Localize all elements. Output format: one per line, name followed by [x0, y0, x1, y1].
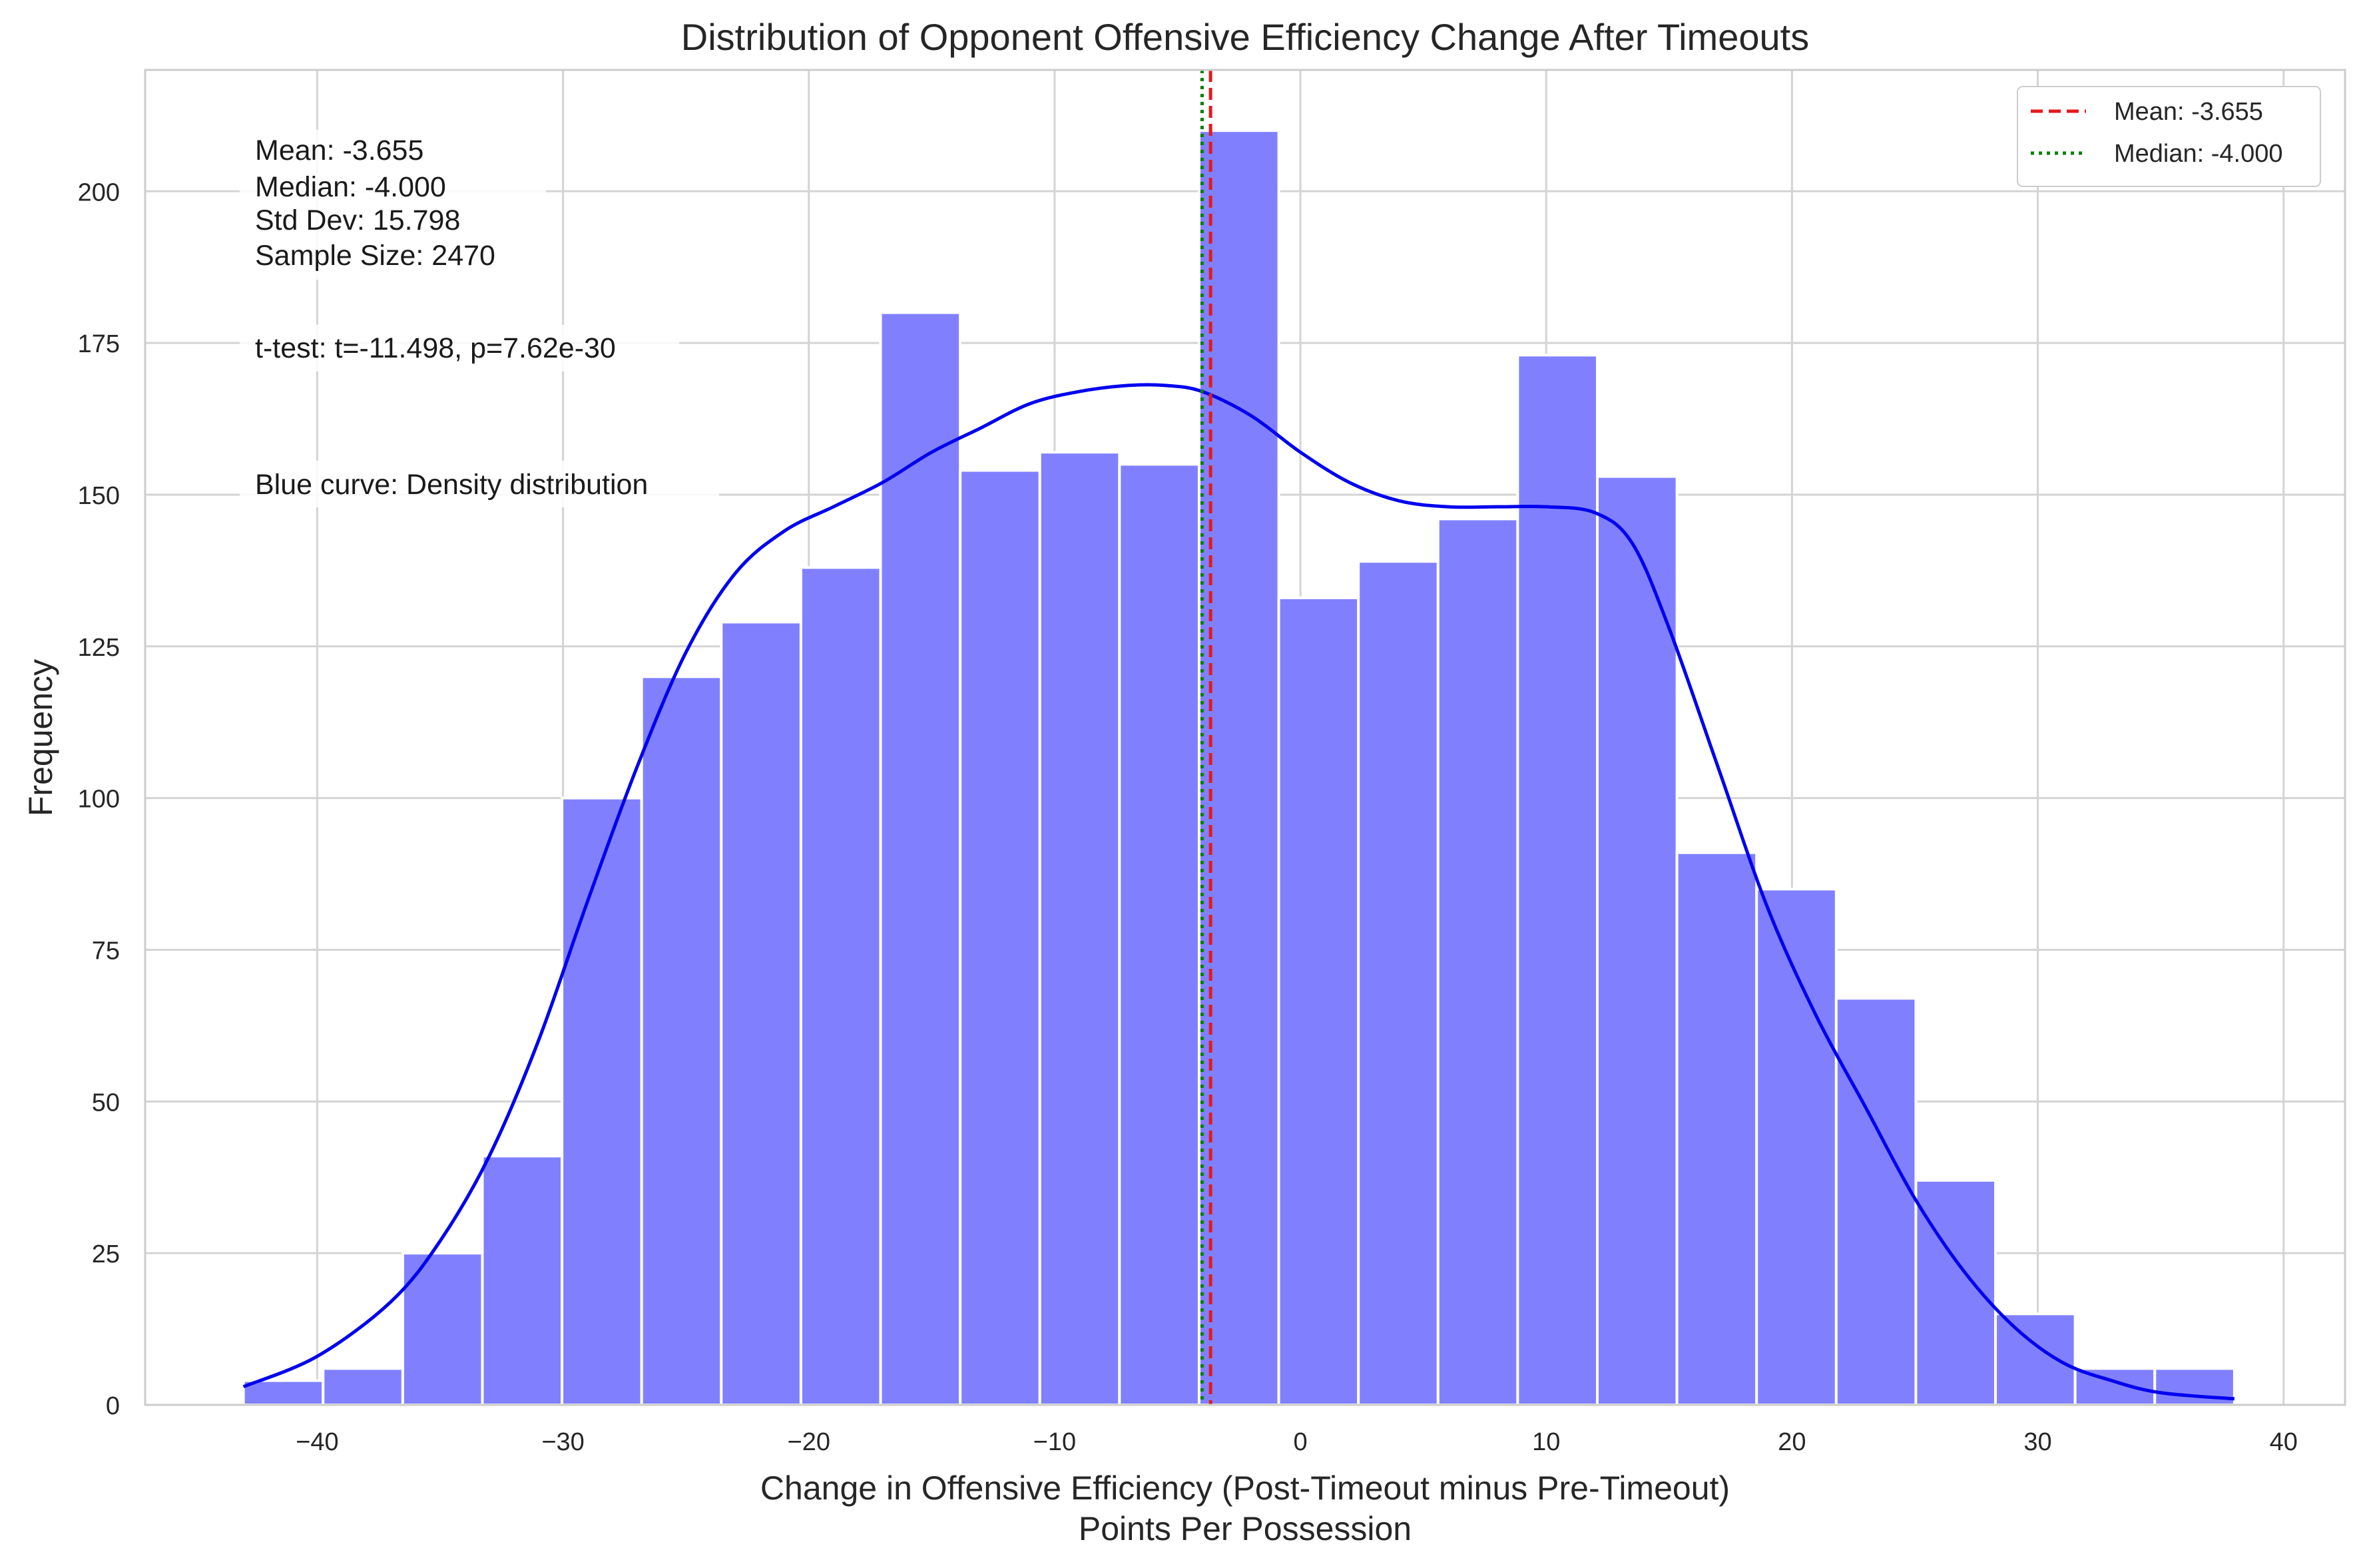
stats-box: Mean: -3.655 Median: -4.000 Std Dev: 15.… [240, 130, 719, 507]
density-curve-group [242, 383, 2235, 1401]
y-tick-label-4: 100 [78, 786, 120, 814]
histogram-bar-11 [1118, 463, 1200, 1406]
histogram-bar-12 [1197, 129, 1280, 1407]
histogram-bar-7 [799, 566, 882, 1406]
histogram-bar-16 [1516, 354, 1599, 1406]
histogram-bar-10 [1038, 451, 1121, 1407]
x-tick-label-0: −40 [296, 1428, 338, 1456]
histogram-bar-4 [561, 796, 643, 1406]
x-tick-label-6: 20 [1778, 1428, 1806, 1456]
histogram-bar-2 [401, 1252, 484, 1406]
y-tick-label-0: 0 [106, 1392, 120, 1420]
y-tick-label-8: 200 [78, 178, 120, 206]
legend: Mean: -3.655 Median: -4.000 [2017, 86, 2321, 187]
y-tick-label-7: 175 [78, 330, 120, 358]
y-tick-label-3: 75 [92, 937, 120, 965]
histogram-bar-1 [322, 1367, 404, 1406]
stats-sample-size: Sample Size: 2470 [255, 240, 495, 272]
x-tick-label-5: 10 [1532, 1428, 1560, 1456]
x-tick-label-1: −30 [541, 1428, 584, 1456]
stats-median: Median: -4.000 [255, 171, 446, 203]
plot-frame [144, 69, 2346, 1406]
x-tick-label-4: 0 [1293, 1428, 1307, 1456]
reference-lines [1200, 70, 1212, 1405]
y-tick-label-1: 25 [92, 1240, 120, 1268]
density-curve [242, 383, 2235, 1401]
x-axis-label-line1: Change in Offensive Efficiency (Post-Tim… [760, 1469, 1730, 1507]
stats-mean: Mean: -3.655 [255, 134, 423, 166]
x-tick-label-3: −10 [1033, 1428, 1076, 1456]
histogram-bar-20 [1834, 997, 1918, 1406]
stats-ttest: t-test: t=-11.498, p=7.62e-30 [255, 332, 616, 364]
histogram-bar-13 [1277, 596, 1360, 1406]
histogram-bar-8 [879, 311, 962, 1407]
x-tick-label-2: −20 [788, 1428, 830, 1456]
histogram-bar-6 [720, 621, 802, 1406]
y-tick-label-6: 150 [78, 482, 120, 510]
y-axis-label: Frequency [22, 659, 59, 816]
histogram-bar-9 [959, 469, 1041, 1406]
chart-title: Distribution of Opponent Offensive Effic… [681, 16, 1809, 58]
legend-median-label: Median: -4.000 [2114, 140, 2283, 168]
stats-std: Std Dev: 15.798 [255, 204, 460, 236]
histogram-bar-19 [1755, 888, 1838, 1407]
legend-box [2017, 86, 2321, 187]
y-tick-labels: 0 25 50 75 100 125 150 175 200 [78, 178, 120, 1420]
x-tick-label-8: 40 [2270, 1428, 2298, 1456]
curve-note: Blue curve: Density distribution [255, 469, 648, 501]
stats-box-background [240, 130, 546, 280]
x-axis-label-line2: Points Per Possession [1079, 1510, 1412, 1547]
x-tick-labels: −40 −30 −20 −10 0 10 20 30 40 [296, 1428, 2298, 1456]
histogram-bar-22 [1994, 1312, 2077, 1406]
histogram-bar-18 [1675, 851, 1758, 1406]
histogram-bar-15 [1436, 517, 1519, 1407]
histogram-bar-14 [1357, 560, 1440, 1406]
histogram-bar-0 [242, 1379, 325, 1406]
histogram-bars [242, 129, 2236, 1407]
histogram-bar-21 [1914, 1178, 1997, 1406]
ttest-background [240, 325, 679, 372]
y-tick-label-5: 125 [78, 634, 120, 662]
legend-mean-label: Mean: -3.655 [2114, 98, 2263, 126]
histogram-bar-3 [481, 1155, 564, 1407]
y-tick-label-2: 50 [92, 1089, 120, 1117]
x-tick-label-7: 30 [2023, 1428, 2051, 1456]
curve-note-background [240, 461, 719, 507]
histogram-bar-5 [640, 675, 723, 1406]
